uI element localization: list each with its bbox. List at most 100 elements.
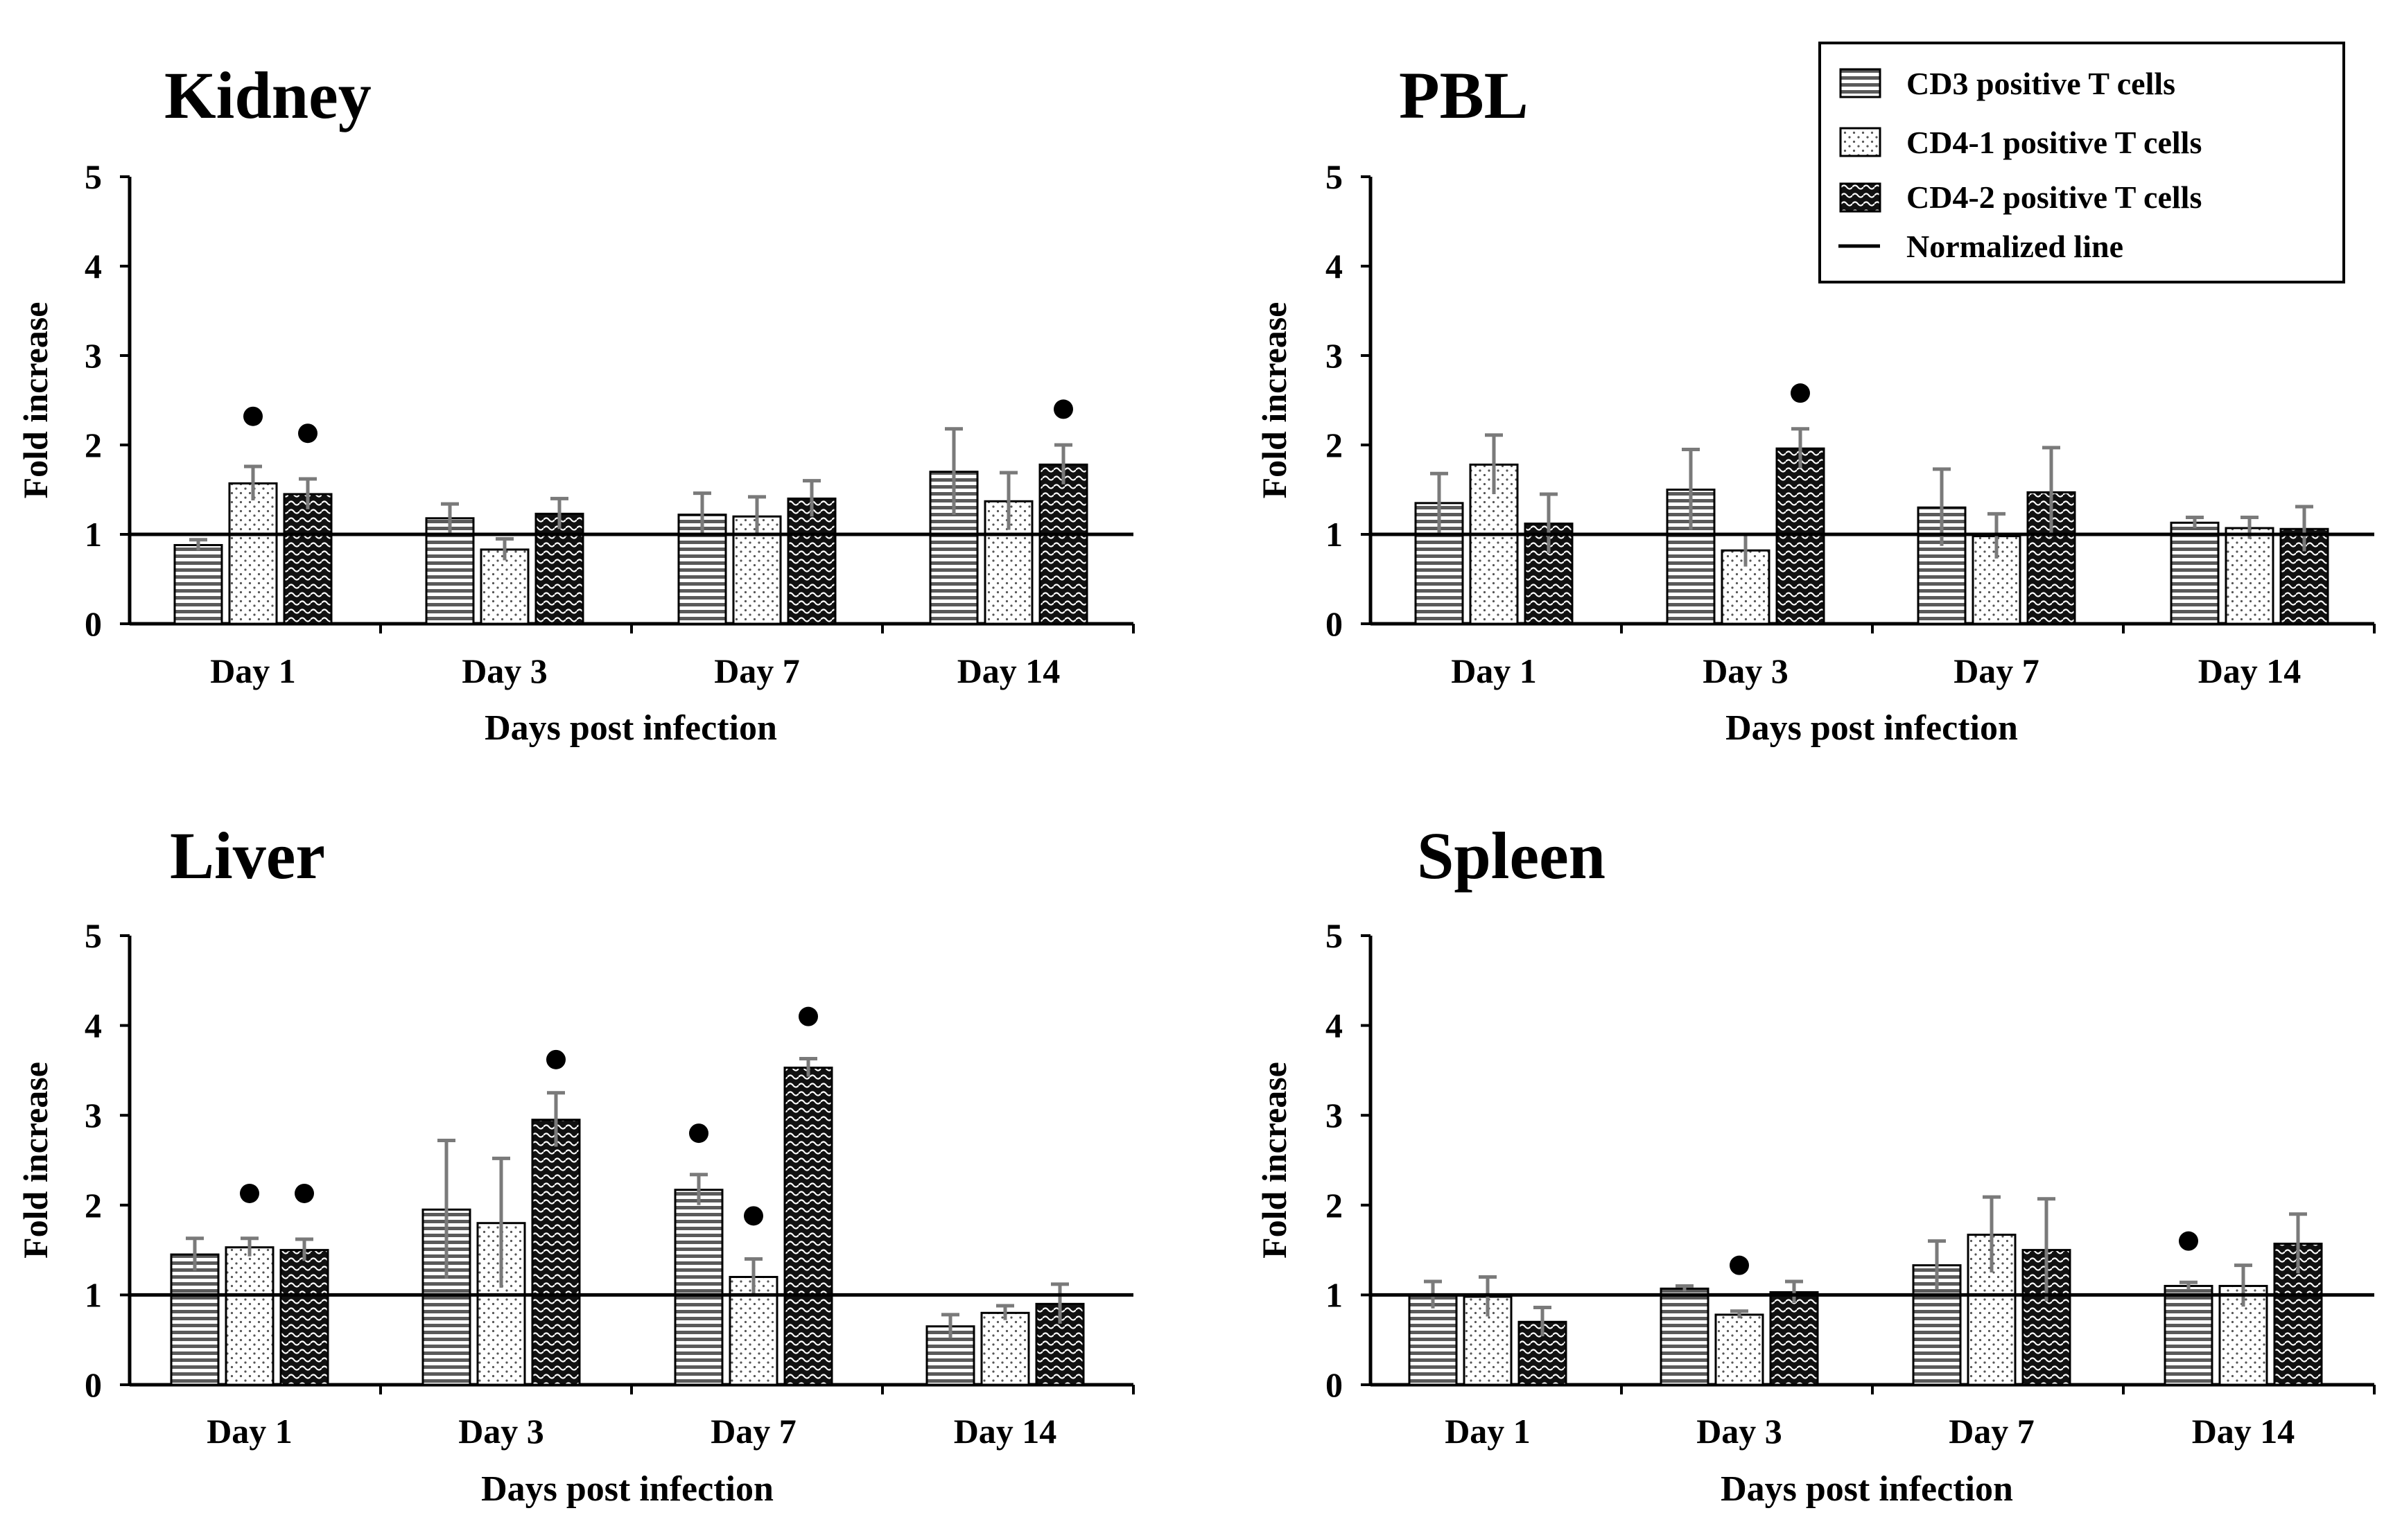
bar-spleen-cd3-1 — [1408, 1293, 1458, 1386]
y-tick-label-liver-1: 1 — [85, 1275, 102, 1314]
category-label-pbl-2: Day 3 — [1703, 651, 1789, 690]
chart-title-pbl: PBL — [1399, 58, 1529, 132]
y-tick-label-pbl-0: 0 — [1325, 604, 1343, 643]
category-label-spleen-3: Day 7 — [1949, 1412, 2035, 1451]
bar-pbl-cd3-4 — [2170, 521, 2220, 625]
y-tick-label-pbl-1: 1 — [1325, 515, 1343, 554]
bar-liver-cd42-2 — [531, 1119, 581, 1386]
y-tick-label-liver-5: 5 — [85, 916, 102, 955]
y-tick-label-spleen-3: 3 — [1325, 1096, 1343, 1135]
y-tick-label-liver-3: 3 — [85, 1096, 102, 1135]
significance-dot-pbl-1 — [1791, 383, 1810, 403]
bar-pbl-cd42-2 — [1775, 447, 1825, 625]
category-label-kidney-4: Day 14 — [957, 651, 1061, 690]
y-tick-label-kidney-1: 1 — [85, 515, 102, 554]
bar-liver-cd3-1 — [170, 1253, 220, 1386]
y-axis-label-kidney: Fold increase — [16, 302, 55, 499]
category-label-pbl-4: Day 14 — [2198, 651, 2301, 690]
significance-dot-spleen-1 — [1730, 1255, 1749, 1275]
category-label-kidney-1: Day 1 — [210, 651, 296, 690]
legend-frame — [1818, 42, 2345, 283]
legend: CD3 positive T cells CD4-1 positive T ce… — [1818, 42, 2345, 283]
legend-swatch-cd41 — [1839, 127, 1881, 157]
legend-swatch-cd42 — [1839, 182, 1881, 213]
category-label-liver-4: Day 14 — [954, 1412, 1057, 1451]
significance-dot-kidney-2 — [298, 423, 317, 444]
category-label-spleen-4: Day 14 — [2192, 1412, 2295, 1451]
bar-spleen-cd3-4 — [2164, 1284, 2213, 1386]
significance-dot-liver-4 — [689, 1123, 708, 1144]
chart-pbl: PBL 0 1 2 3 4 5 Fold increase Days post infectio… — [1255, 58, 2376, 748]
legend-label-cd41: CD4-1 positive T cells — [1906, 125, 2202, 160]
legend-swatch-cd3 — [1839, 68, 1881, 98]
legend-label-cd3: CD3 positive T cells — [1906, 66, 2175, 101]
significance-dot-kidney-3 — [1054, 399, 1073, 419]
y-tick-label-liver-0: 0 — [85, 1365, 102, 1404]
significance-dot-kidney-1 — [243, 406, 263, 426]
chart-title-spleen: Spleen — [1417, 819, 1606, 893]
y-tick-label-pbl-5: 5 — [1325, 157, 1343, 196]
y-tick-label-kidney-2: 2 — [85, 426, 102, 464]
y-axis-label-pbl: Fold increase — [1255, 302, 1294, 499]
chart-spleen: Spleen 0 1 2 3 4 5 Fold increase Days post infec… — [1255, 819, 2376, 1509]
y-tick-label-spleen-0: 0 — [1325, 1365, 1343, 1404]
category-label-liver-1: Day 1 — [207, 1412, 293, 1451]
bar-pbl-cd41-4 — [2225, 527, 2274, 625]
bar-liver-cd42-3 — [783, 1067, 833, 1386]
bar-liver-cd42-4 — [1035, 1302, 1085, 1386]
x-axis-label-pbl: Days post infection — [1725, 708, 2018, 748]
y-tick-label-kidney-5: 5 — [85, 157, 102, 196]
y-tick-label-liver-2: 2 — [85, 1186, 102, 1225]
bar-kidney-cd42-4 — [1038, 463, 1088, 625]
y-tick-label-spleen-2: 2 — [1325, 1186, 1343, 1225]
significance-dot-liver-3 — [546, 1049, 566, 1069]
y-axis-label-spleen: Fold increase — [1255, 1062, 1294, 1259]
chart-kidney: Kidney 0 1 2 3 4 5 Fold increase Days post infec… — [16, 58, 1135, 748]
chart-title-liver: Liver — [170, 819, 325, 893]
significance-dot-liver-6 — [799, 1006, 818, 1026]
bar-spleen-cd3-2 — [1660, 1287, 1709, 1386]
y-tick-label-spleen-5: 5 — [1325, 916, 1343, 955]
y-tick-label-pbl-4: 4 — [1325, 247, 1343, 286]
bar-liver-cd41-1 — [225, 1246, 275, 1386]
chart-title-kidney: Kidney — [164, 58, 372, 132]
y-tick-label-spleen-4: 4 — [1325, 1006, 1343, 1045]
bar-spleen-cd41-2 — [1714, 1313, 1764, 1386]
category-label-spleen-2: Day 3 — [1696, 1412, 1782, 1451]
category-label-kidney-2: Day 3 — [462, 651, 548, 690]
y-tick-label-kidney-4: 4 — [85, 247, 102, 286]
chart-liver: Liver 0 1 2 3 4 5 Fold increase Days post infect… — [16, 819, 1135, 1509]
y-tick-label-spleen-1: 1 — [1325, 1275, 1343, 1314]
bar-kidney-cd41-1 — [228, 482, 278, 625]
x-axis-label-kidney: Days post infection — [485, 708, 777, 748]
category-label-liver-3: Day 7 — [711, 1412, 797, 1451]
chart-panels: Kidney 0 1 2 3 4 5 Fold increase Days post infec… — [16, 58, 2376, 1509]
significance-dot-spleen-2 — [2179, 1231, 2198, 1251]
legend-label-cd42: CD4-2 positive T cells — [1906, 180, 2202, 215]
category-label-pbl-3: Day 7 — [1953, 651, 2039, 690]
significance-dot-liver-1 — [240, 1183, 259, 1203]
x-axis-label-spleen: Days post infection — [1721, 1469, 2013, 1509]
y-tick-label-pbl-2: 2 — [1325, 426, 1343, 464]
bar-kidney-cd42-2 — [534, 512, 584, 625]
x-axis-label-liver: Days post infection — [481, 1469, 774, 1509]
bar-liver-cd3-3 — [674, 1189, 724, 1386]
category-label-kidney-3: Day 7 — [714, 651, 800, 690]
bar-kidney-cd3-1 — [173, 543, 223, 625]
y-tick-label-liver-4: 4 — [85, 1006, 102, 1045]
legend-label-normalized: Normalized line — [1906, 229, 2123, 264]
significance-dot-liver-2 — [295, 1183, 314, 1203]
y-tick-label-kidney-3: 3 — [85, 336, 102, 375]
category-label-liver-2: Day 3 — [458, 1412, 544, 1451]
bar-liver-cd41-4 — [980, 1311, 1030, 1386]
y-tick-label-pbl-3: 3 — [1325, 336, 1343, 375]
bar-kidney-cd42-1 — [283, 493, 333, 625]
bar-spleen-cd42-2 — [1769, 1291, 1819, 1386]
y-axis-label-liver: Fold increase — [16, 1062, 55, 1259]
significance-dot-liver-5 — [744, 1206, 763, 1226]
y-tick-label-kidney-0: 0 — [85, 604, 102, 643]
category-label-spleen-1: Day 1 — [1445, 1412, 1531, 1451]
bar-pbl-cd42-1 — [1524, 523, 1574, 625]
bar-kidney-cd42-3 — [787, 497, 837, 625]
